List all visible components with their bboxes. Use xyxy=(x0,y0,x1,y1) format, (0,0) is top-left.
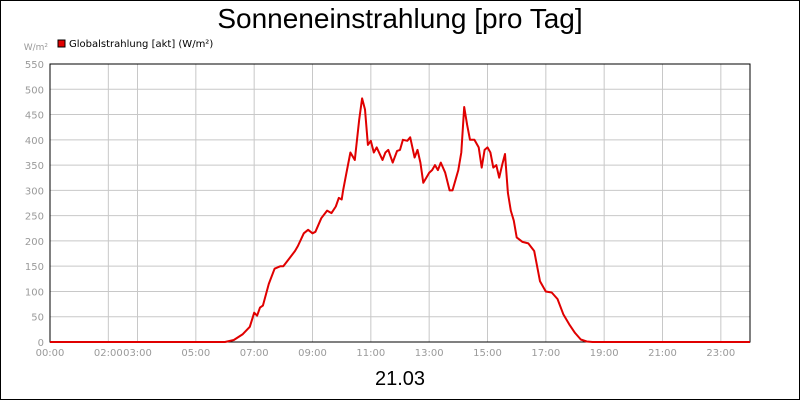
x-tick-label: 02:00 xyxy=(94,348,123,359)
x-tick-label: 11:00 xyxy=(356,348,385,359)
plot-border xyxy=(49,63,751,343)
y-tick-label: 0 xyxy=(38,338,44,349)
legend-swatch xyxy=(57,39,66,48)
grid-lines xyxy=(49,63,750,343)
y-tick-label: 400 xyxy=(25,136,44,147)
y-tick-label: 300 xyxy=(25,186,44,197)
y-tick-label: 250 xyxy=(25,212,44,223)
y-tick-label: 350 xyxy=(25,161,44,172)
x-tick-label: 15:00 xyxy=(473,348,502,359)
y-unit-label: W/m² xyxy=(24,43,49,53)
x-tick-label: 13:00 xyxy=(415,348,444,359)
x-tick-label: 00:00 xyxy=(36,348,65,359)
x-tick-label: 03:00 xyxy=(123,348,152,359)
x-tick-label: 09:00 xyxy=(298,348,327,359)
y-tick-label: 500 xyxy=(25,85,44,96)
x-tick-label: 19:00 xyxy=(590,348,619,359)
y-tick-label: 150 xyxy=(25,262,44,273)
y-tick-label: 100 xyxy=(25,287,44,298)
x-tick-label: 05:00 xyxy=(181,348,210,359)
legend: Globalstrahlung [akt] (W/m²) xyxy=(57,39,213,50)
x-tick-label: 21:00 xyxy=(648,348,677,359)
x-tick-label: 17:00 xyxy=(531,348,560,359)
legend-label: Globalstrahlung [akt] (W/m²) xyxy=(69,39,213,50)
y-tick-labels: 0 50 100 150 200 250 300 350 400 450 500 550 xyxy=(25,60,44,349)
x-tick-label: 23:00 xyxy=(706,348,735,359)
x-tick-label: 07:00 xyxy=(240,348,269,359)
y-tick-label: 200 xyxy=(25,237,44,248)
series-line-globalstrahlung xyxy=(50,97,750,343)
x-tick-labels: 00:00 02:00 03:00 05:00 07:00 09:00 11:00 13:00… xyxy=(36,348,736,359)
date-label: 21.03 xyxy=(374,368,426,390)
y-tick-label: 450 xyxy=(25,111,44,122)
chart-title: Sonneneinstrahlung [pro Tag] xyxy=(217,3,583,34)
y-tick-label: 50 xyxy=(31,313,44,324)
y-tick-label: 550 xyxy=(25,60,44,71)
